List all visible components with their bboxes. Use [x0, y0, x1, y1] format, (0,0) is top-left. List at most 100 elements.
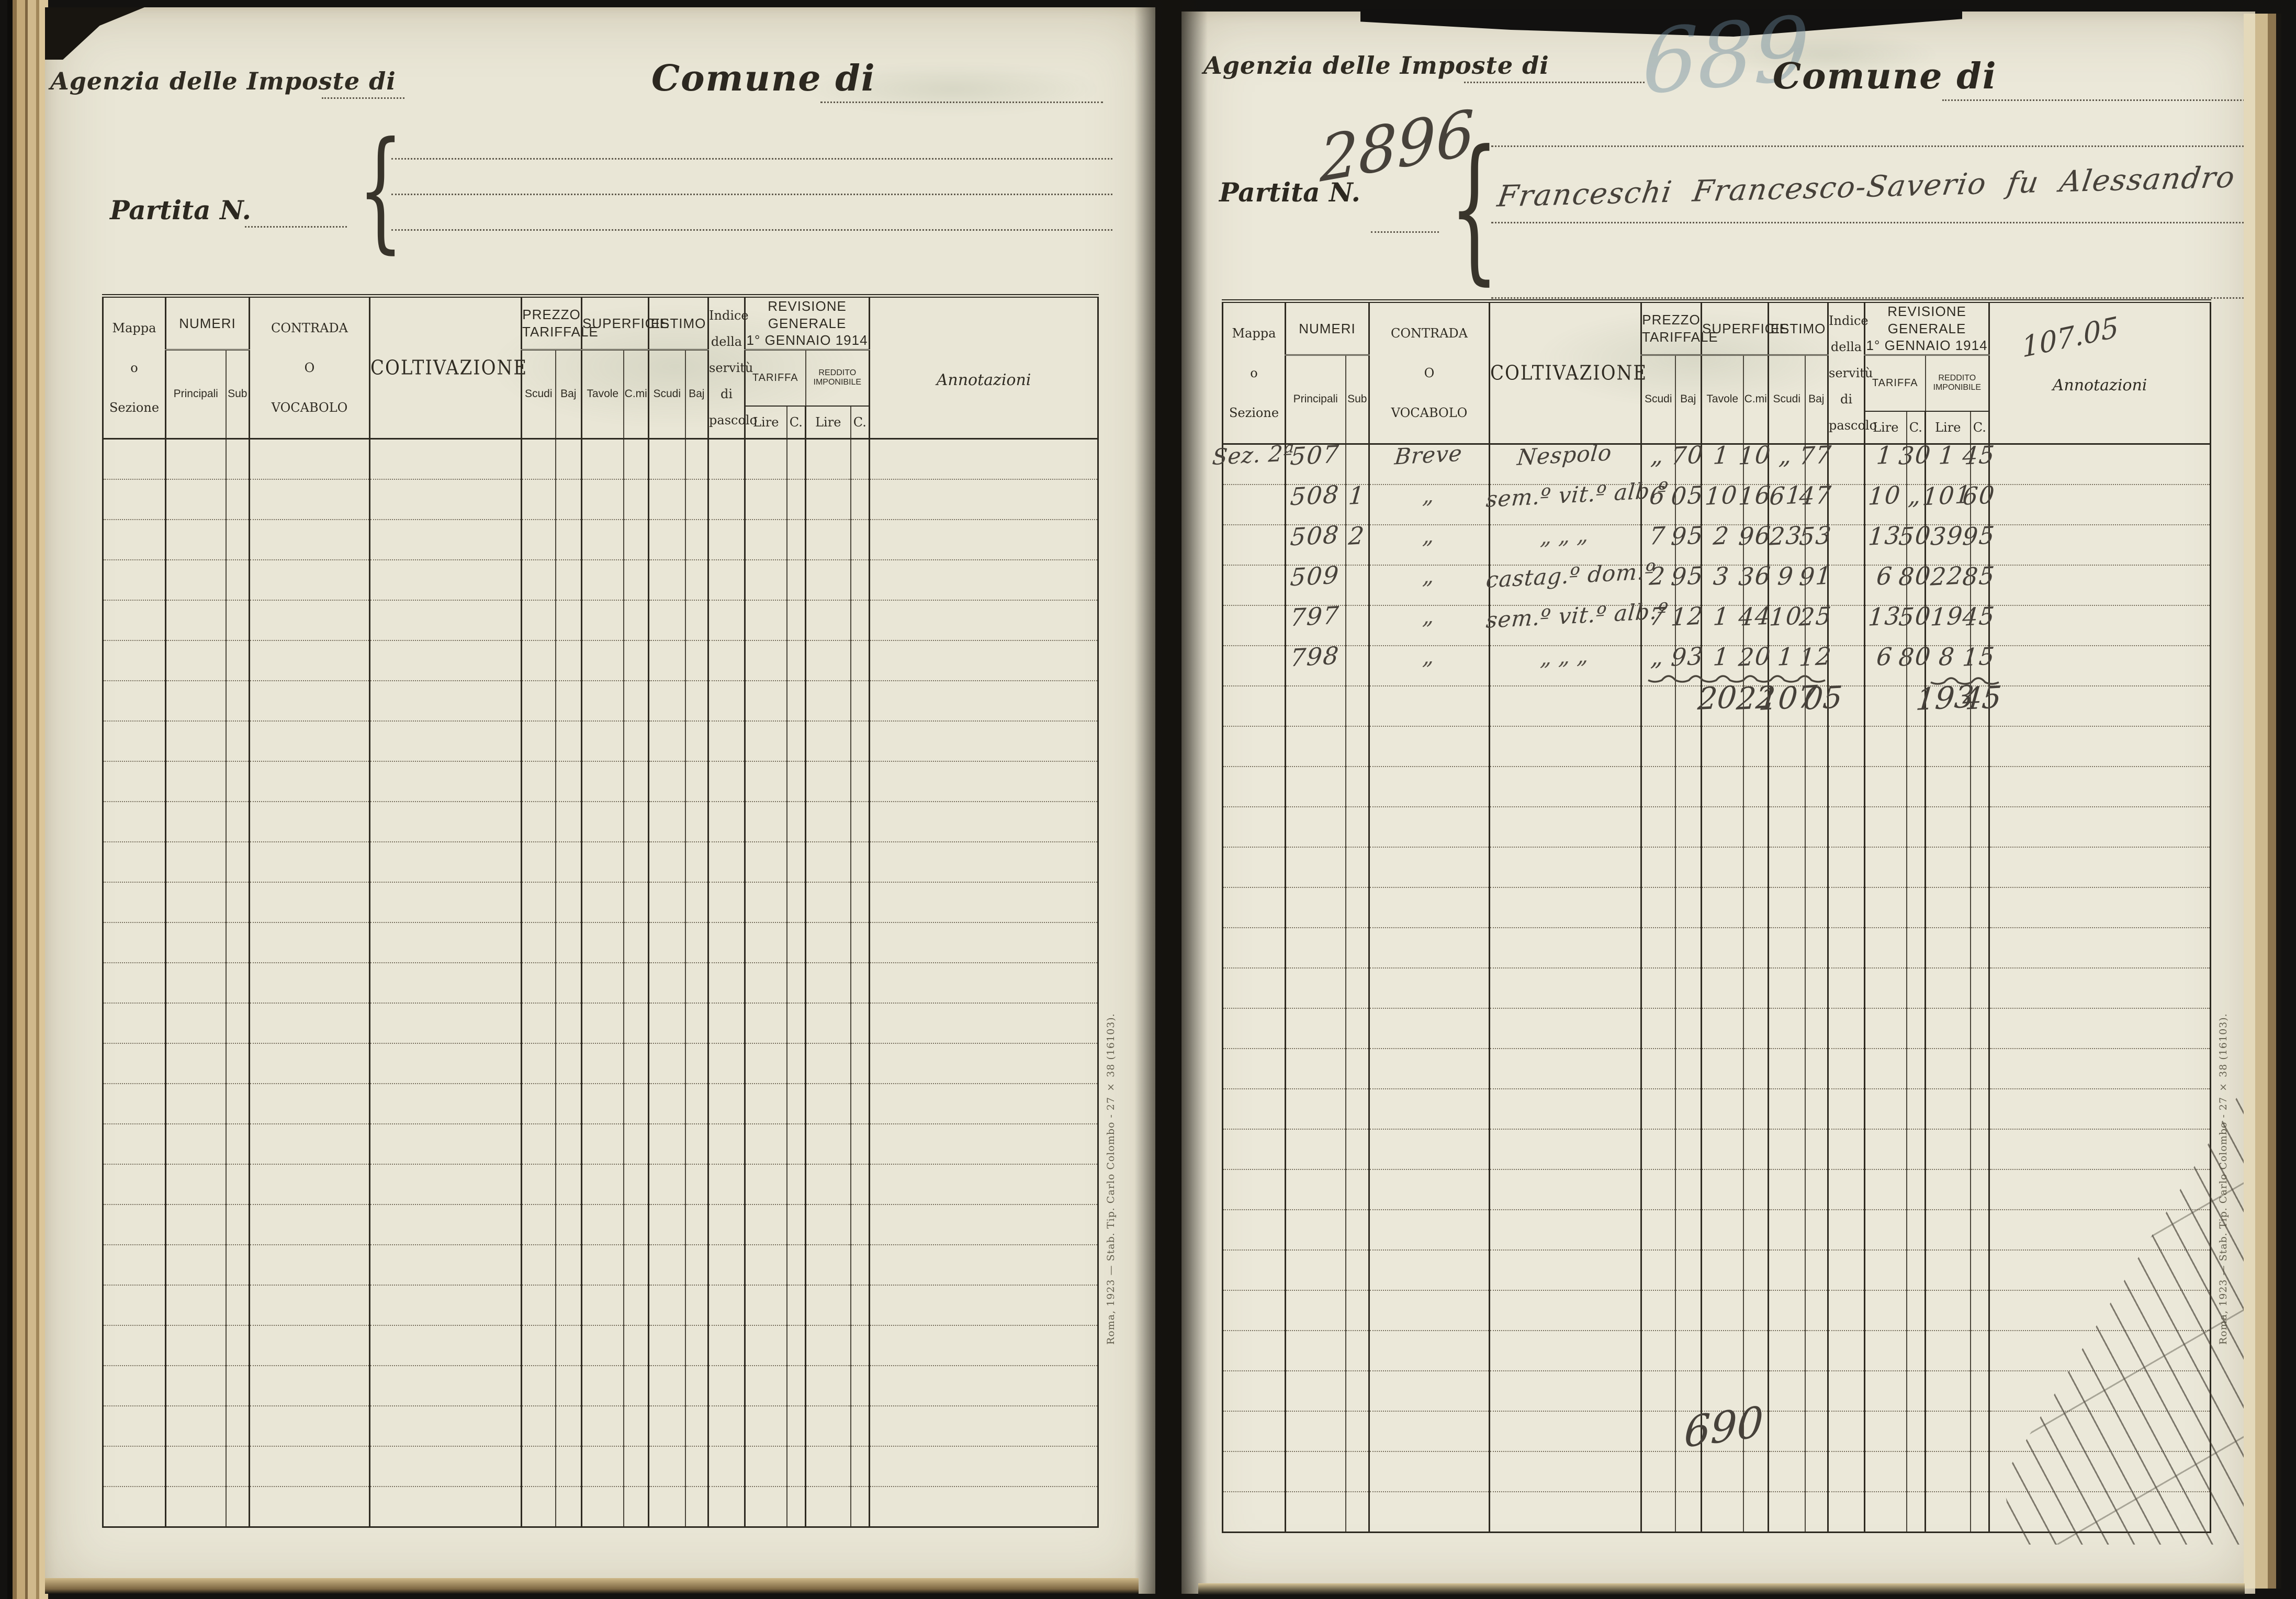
empty-cell: [1641, 887, 1676, 928]
empty-cell: [1925, 1330, 1971, 1371]
table-row: [1222, 645, 2211, 686]
empty-cell: [1805, 1129, 1829, 1170]
empty-cell: [1828, 887, 1866, 928]
empty-cell: [1768, 1411, 1806, 1452]
empty-cell: [648, 962, 686, 1004]
empty-cell: [1768, 1491, 1806, 1532]
dotted-line: [1371, 231, 1439, 233]
table-row: [1222, 1209, 2211, 1251]
empty-cell: [1285, 1209, 1346, 1251]
col-header-indice-pascolo: Indice della servitù di pascolo: [1828, 301, 1877, 444]
empty-cell: [1989, 726, 2211, 767]
empty-cell: [103, 882, 166, 923]
empty-cell: [103, 1446, 166, 1487]
empty-cell: [869, 559, 1098, 601]
empty-cell: [1805, 1290, 1829, 1331]
empty-cell: [581, 1003, 624, 1044]
col-header-revisione-generale: REVISIONE GENERALE 1° GENNAIO 1914: [1864, 301, 1990, 356]
register-table: Mappa o Sezione NUMERI CONTRADA O VOCABOLO C…: [1222, 292, 2212, 1533]
empty-cell: [805, 519, 851, 560]
empty-cell: [226, 1285, 250, 1326]
empty-cell: [850, 1083, 871, 1124]
empty-cell: [555, 479, 582, 520]
empty-cell: [1906, 484, 1927, 525]
empty-cell: [249, 1365, 370, 1406]
table-row: [1222, 484, 2211, 525]
empty-cell: [521, 1043, 556, 1084]
empty-cell: [369, 1325, 522, 1366]
empty-cell: [1906, 1048, 1927, 1089]
empty-cell: [581, 761, 624, 802]
empty-cell: [1285, 927, 1346, 969]
empty-cell: [745, 1123, 787, 1165]
empty-cell: [1768, 887, 1806, 928]
table-row: [1222, 1088, 2211, 1130]
empty-cell: [623, 841, 649, 883]
empty-cell: [1864, 1048, 1907, 1089]
empty-cell: [1701, 847, 1744, 888]
empty-cell: [165, 841, 227, 883]
empty-cell: [1864, 1209, 1907, 1251]
empty-cell: [1345, 565, 1370, 606]
empty-cell: [648, 680, 686, 722]
empty-cell: [1489, 766, 1642, 807]
empty-cell: [1641, 1451, 1676, 1492]
empty-cell: [1285, 1330, 1346, 1371]
agency-label-left: Agenzia delle Imposte di: [50, 67, 396, 95]
empty-cell: [708, 882, 746, 923]
empty-cell: [1828, 1411, 1866, 1452]
empty-cell: [165, 882, 227, 923]
empty-cell: [708, 1486, 746, 1527]
empty-cell: [1345, 1411, 1370, 1452]
empty-cell: [623, 1164, 649, 1205]
empty-cell: [1345, 484, 1370, 525]
empty-cell: [1805, 1330, 1829, 1371]
empty-cell: [1489, 1088, 1642, 1130]
empty-cell: [581, 1244, 624, 1286]
col-header-estimo: ESTIMO: [648, 296, 710, 351]
empty-cell: [581, 1486, 624, 1527]
empty-cell: [648, 1486, 686, 1527]
empty-cell: [1489, 1451, 1642, 1492]
empty-cell: [1641, 645, 1676, 686]
empty-cell: [1925, 1088, 1971, 1130]
empty-cell: [1906, 1008, 1927, 1049]
empty-cell: [1805, 524, 1829, 566]
empty-cell: [1701, 887, 1744, 928]
empty-cell: [869, 1204, 1098, 1245]
empty-cell: [1970, 685, 1990, 727]
empty-cell: [249, 882, 370, 923]
empty-cell: [1641, 565, 1676, 606]
col-header-c-reddito: C.: [1970, 411, 1990, 444]
empty-cell: [1970, 726, 1990, 767]
empty-cell: [708, 922, 746, 963]
empty-cell: [1701, 967, 1744, 1009]
table-row: [103, 1123, 1098, 1165]
empty-cell: [1743, 1048, 1769, 1089]
empty-cell: [1805, 806, 1829, 848]
empty-cell: [1989, 766, 2211, 807]
empty-cell: [623, 1446, 649, 1487]
empty-cell: [249, 922, 370, 963]
empty-cell: [786, 841, 807, 883]
empty-cell: [786, 1325, 807, 1366]
empty-cell: [1970, 887, 1990, 928]
empty-cell: [369, 559, 522, 601]
empty-cell: [555, 1123, 582, 1165]
empty-cell: [1989, 967, 2211, 1009]
brace-left: {: [357, 114, 404, 266]
empty-cell: [1222, 605, 1286, 646]
empty-cell: [648, 640, 686, 681]
empty-cell: [869, 1164, 1098, 1205]
empty-cell: [581, 1325, 624, 1366]
col-header-sub: Sub: [226, 350, 250, 438]
empty-cell: [685, 1405, 710, 1447]
empty-cell: [1369, 1209, 1490, 1251]
empty-cell: [1345, 1209, 1370, 1251]
col-header-tariffa: TARIFFA: [745, 350, 806, 407]
partita-label-left: Partita N.: [110, 195, 251, 226]
empty-cell: [786, 640, 807, 681]
empty-cell: [1489, 1249, 1642, 1291]
empty-cell: [1925, 967, 1971, 1009]
empty-cell: [1989, 1048, 2211, 1089]
